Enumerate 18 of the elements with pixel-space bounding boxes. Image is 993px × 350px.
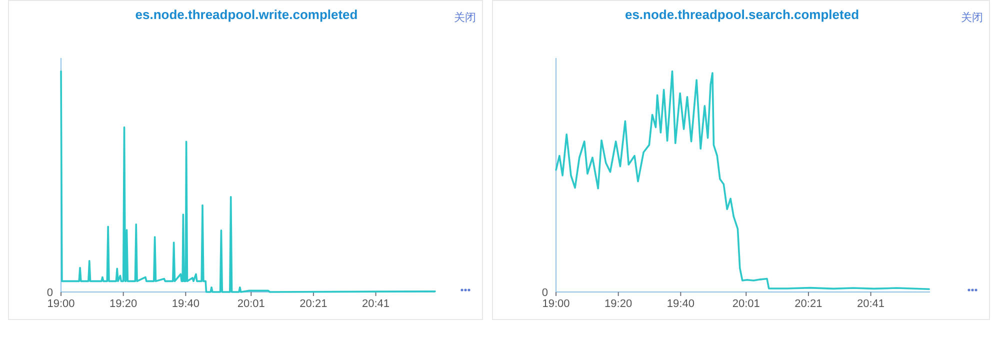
text: 关闭 <box>961 11 983 24</box>
x-tick-label: 19:20 <box>110 298 138 310</box>
x-tick-label: 20:41 <box>857 298 885 310</box>
x-tick-label: 19:40 <box>172 298 200 310</box>
chart-title: es.node.threadpool.search.completed <box>624 7 860 22</box>
x-tick-label: 20:01 <box>732 298 760 310</box>
text: 0 <box>542 287 548 299</box>
text: 0 <box>46 287 53 299</box>
x-tick-label: 19:20 <box>604 298 632 310</box>
chart-title: es.node.threadpool.write.completed <box>135 7 358 22</box>
x-tick-label: 20:21 <box>300 298 328 310</box>
x-tick-label: 19:00 <box>542 298 570 310</box>
x-tick-label: 19:40 <box>666 298 694 310</box>
x-tick-label: 20:21 <box>794 298 822 310</box>
text: 关闭 <box>454 11 476 24</box>
x-tick-label: 19:00 <box>47 298 75 310</box>
x-tick-label: 20:41 <box>362 298 390 310</box>
x-tick-label: 20:01 <box>237 298 265 310</box>
